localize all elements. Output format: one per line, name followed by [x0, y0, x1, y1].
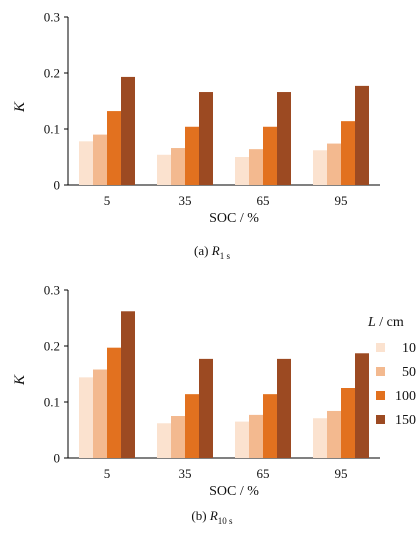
bar-a-soc65-L100 — [263, 126, 277, 185]
bar-a-soc95-L50 — [327, 143, 341, 185]
caption-prefix: (a) — [194, 243, 212, 258]
bar-b-soc5-L150 — [121, 311, 135, 458]
legend-title-unit: / cm — [376, 315, 404, 330]
y-tick-label: 0.1 — [44, 122, 60, 137]
bar-a-soc35-L50 — [171, 148, 185, 185]
bar-b-soc35-L100 — [185, 394, 199, 458]
y-tick-label: 0.3 — [44, 10, 60, 25]
y-axis-title: K — [12, 374, 28, 386]
bar-b-soc5-L100 — [107, 347, 121, 458]
legend-swatch-10 — [376, 343, 385, 352]
legend-label-10: 10 — [402, 341, 416, 356]
y-tick-label: 0 — [54, 451, 61, 466]
x-tick-label: 5 — [104, 193, 111, 208]
y-tick-label: 0 — [54, 178, 61, 193]
x-tick-label: 5 — [104, 466, 111, 481]
bar-b-soc65-L10 — [235, 421, 249, 458]
legend-swatch-150 — [376, 415, 385, 424]
bar-b-soc5-L50 — [93, 369, 107, 458]
x-tick-label: 35 — [179, 466, 192, 481]
x-tick-label: 65 — [257, 466, 270, 481]
bar-a-soc5-L50 — [93, 134, 107, 185]
caption-symbol: R — [211, 243, 220, 258]
bar-a-soc95-L10 — [313, 150, 327, 185]
x-tick-label: 95 — [335, 466, 348, 481]
bar-b-soc35-L50 — [171, 416, 185, 458]
legend: L / cm 10 50 100 150 — [367, 315, 416, 428]
legend-label-150: 150 — [395, 413, 416, 428]
caption-subscript: 10 s — [218, 516, 233, 526]
legend-title: L / cm — [367, 315, 404, 330]
bar-b-soc95-L10 — [313, 418, 327, 458]
y-tick-label: 0.2 — [44, 66, 60, 81]
bar-a-soc65-L10 — [235, 157, 249, 185]
y-tick-label: 0.3 — [44, 283, 60, 298]
bar-a-soc65-L50 — [249, 149, 263, 185]
bar-b-soc65-L100 — [263, 394, 277, 458]
bar-b-soc95-L100 — [341, 388, 355, 458]
legend-label-100: 100 — [395, 389, 416, 404]
bar-b-soc35-L10 — [157, 423, 171, 458]
x-axis-title: SOC / % — [209, 484, 259, 499]
bar-b-soc65-L150 — [277, 358, 291, 458]
bar-b-soc5-L10 — [79, 377, 93, 458]
chart-a: 0 0.1 0.2 0.3 K 5 35 65 95 SOC / % (a) R1 s — [12, 10, 380, 261]
x-tick-label: 35 — [179, 193, 192, 208]
x-tick-label: 65 — [257, 193, 270, 208]
legend-label-50: 50 — [402, 365, 416, 380]
bar-a-soc5-L100 — [107, 111, 121, 185]
bar-a-soc35-L10 — [157, 154, 171, 185]
bar-a-soc5-L10 — [79, 141, 93, 185]
panel-caption: (a) R1 s — [194, 243, 230, 261]
caption-prefix: (b) — [191, 508, 209, 523]
panel-caption: (b) R10 s — [191, 508, 233, 526]
bar-b-soc35-L150 — [199, 358, 213, 458]
y-tick-label: 0.1 — [44, 395, 60, 410]
bar-b-soc95-L50 — [327, 410, 341, 458]
bar-a-soc35-L150 — [199, 92, 213, 185]
y-axis-title: K — [12, 101, 28, 113]
legend-title-symbol: L — [367, 315, 376, 330]
bar-a-soc95-L150 — [355, 85, 369, 185]
bar-a-soc35-L100 — [185, 126, 199, 185]
caption-symbol: R — [209, 508, 218, 523]
bar-b-soc95-L150 — [355, 353, 369, 458]
bar-a-soc5-L150 — [121, 76, 135, 185]
x-axis-title: SOC / % — [209, 211, 259, 226]
bar-a-soc95-L100 — [341, 121, 355, 185]
y-tick-label: 0.2 — [44, 339, 60, 354]
x-tick-label: 95 — [335, 193, 348, 208]
legend-swatch-100 — [376, 391, 385, 400]
bar-b-soc65-L50 — [249, 414, 263, 458]
caption-subscript: 1 s — [220, 251, 231, 261]
bar-a-soc65-L150 — [277, 92, 291, 185]
legend-swatch-50 — [376, 367, 385, 376]
